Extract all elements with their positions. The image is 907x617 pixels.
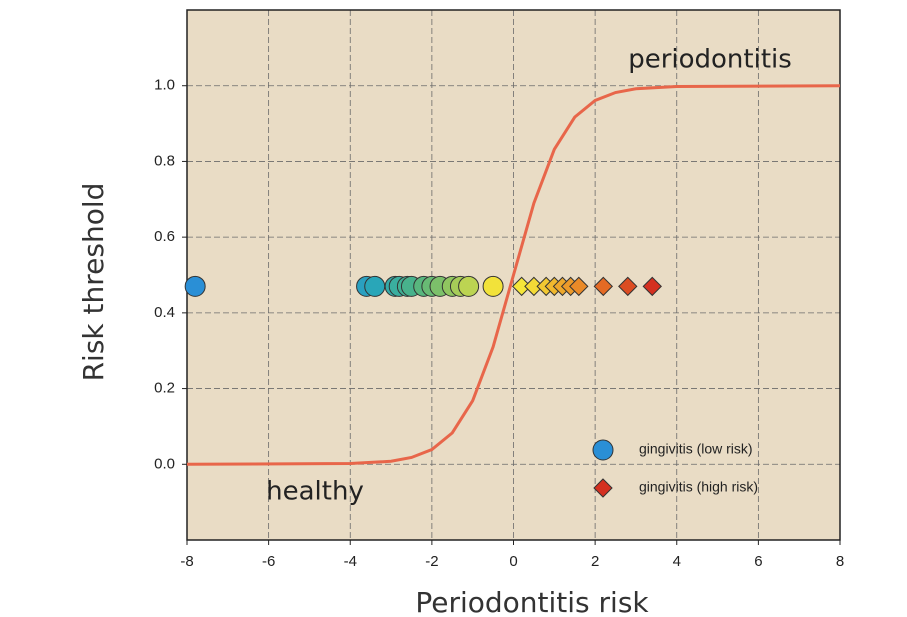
circle-point [184,275,206,297]
y-tick-label: 0.6 [154,228,175,245]
circle-point [592,439,614,461]
y-tick-label: 0.4 [154,304,175,321]
y-tick-label: 0.0 [154,455,175,472]
annotation: periodontitis [628,45,792,75]
x-tick-label: 0 [509,553,517,570]
x-tick-label: -8 [180,553,193,570]
x-tick-label: 6 [754,553,762,570]
annotation: healthy [266,477,364,507]
x-axis-label: Periodontitis risk [415,586,649,617]
x-tick-label: 8 [836,553,844,570]
circle-point [482,275,504,297]
diamond-point [642,276,662,297]
x-tick-label: 4 [673,553,681,570]
y-tick-label: 0.8 [154,152,175,169]
y-tick-label: 0.2 [154,380,175,397]
y-tick-label: 1.0 [154,77,175,94]
plot-frame [186,9,841,541]
x-tick-label: -4 [344,553,357,570]
diamond-point [569,276,589,297]
legend-label: gingivitis (high risk) [639,479,758,495]
sigmoid-curve [186,84,841,466]
diamond-point [618,276,638,297]
diamond-point [593,478,613,498]
circle-point [458,275,480,297]
x-tick-label: -2 [425,553,438,570]
x-tick-label: 2 [591,553,599,570]
y-axis-label: Risk threshold [77,183,110,382]
legend-label: gingivitis (low risk) [639,441,753,457]
circle-point [364,275,386,297]
x-tick-label: -6 [262,553,275,570]
diamond-point [593,276,613,297]
